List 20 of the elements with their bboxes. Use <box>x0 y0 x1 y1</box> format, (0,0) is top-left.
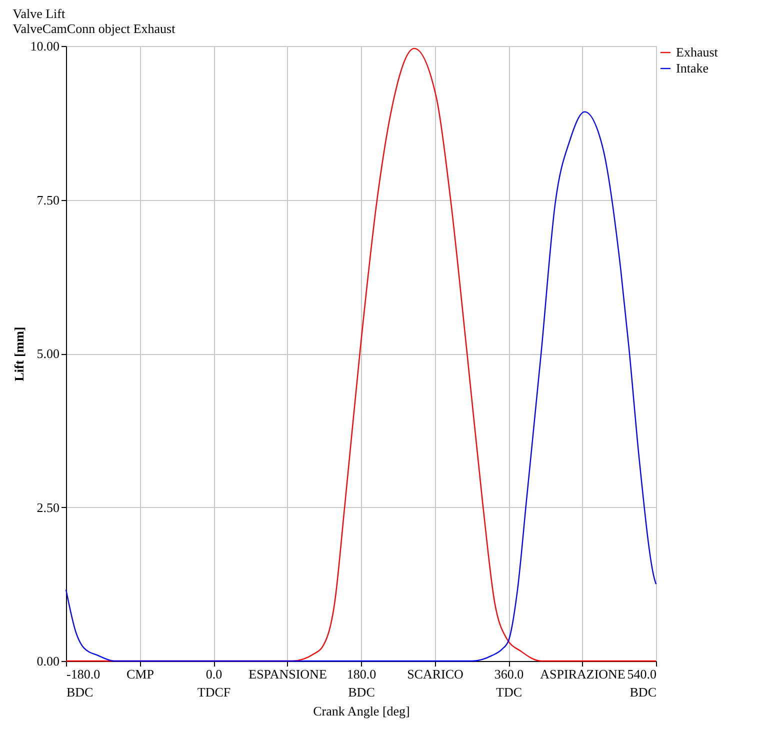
y-tick-label: 0.00 <box>36 654 60 668</box>
legend-label: Exhaust <box>676 44 718 60</box>
x-axis-title: Crank Angle [deg] <box>313 704 410 718</box>
y-axis-title: Lift [mm] <box>11 326 26 382</box>
x-tick-label: CMP <box>126 666 154 682</box>
y-tick-label: 5.00 <box>36 346 60 361</box>
x-tick-label: 0.0 TDCF <box>197 666 231 700</box>
x-tick-label: 540.0 BDC <box>627 666 656 700</box>
x-tick-label: SCARICO <box>407 666 464 682</box>
y-tick-label: 10.00 <box>30 38 60 54</box>
x-tick-label: 360.0 TDC <box>494 666 524 700</box>
chart-subtitle: ValveCamConn object Exhaust <box>12 21 176 36</box>
legend-label: Intake <box>676 60 709 76</box>
chart-title: Valve Lift <box>12 6 66 21</box>
x-tick-label: ESPANSIONE <box>248 666 327 682</box>
y-tick-label: 2.50 <box>36 500 60 515</box>
x-tick-label: ASPIRAZIONE <box>540 666 626 682</box>
x-tick-label: 180.0 BDC <box>346 666 376 700</box>
y-tick-label: 7.50 <box>36 192 60 208</box>
x-tick-label: -180.0 BDC <box>66 666 100 700</box>
